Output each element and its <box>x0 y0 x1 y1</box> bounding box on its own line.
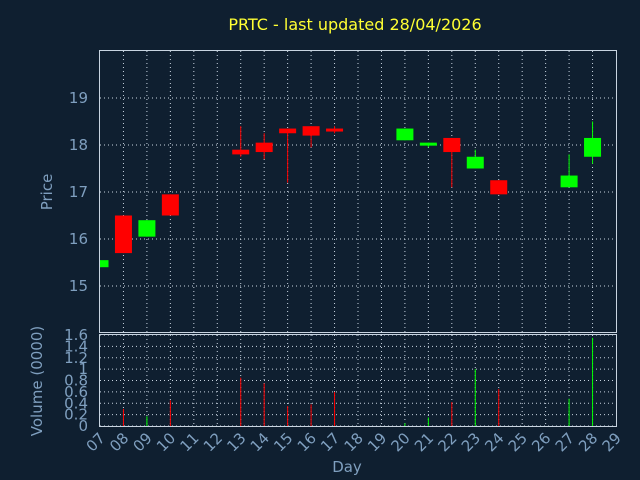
x-tick-label: 09 <box>130 429 156 455</box>
candle-body <box>560 175 578 188</box>
price-grid <box>100 51 616 333</box>
volume-bars <box>122 337 594 426</box>
x-tick-label: 16 <box>294 429 320 455</box>
candle-body <box>161 194 179 216</box>
volume-axis-label: Volume (0000) <box>28 326 46 436</box>
price-tick-label: 15 <box>69 277 88 295</box>
candle-body <box>490 180 508 195</box>
price-tick-label: 16 <box>69 230 88 248</box>
candle-body <box>443 137 461 153</box>
x-tick-label: 26 <box>528 429 554 455</box>
x-tick-label: 10 <box>153 429 179 455</box>
volume-tick-label: 1.4 <box>64 337 88 355</box>
x-tick-label: 29 <box>599 429 625 455</box>
x-tick-label: 23 <box>458 429 484 455</box>
chart-title: PRTC - last updated 28/04/2026 <box>228 15 481 34</box>
price-tick-label: 18 <box>69 136 88 154</box>
volume-tick-label: 1.2 <box>64 349 88 367</box>
candle-body <box>302 126 320 136</box>
x-tick-label: 12 <box>200 429 226 455</box>
x-tick-label: 21 <box>411 429 437 455</box>
candle-body <box>584 137 602 157</box>
volume-tick-label: 0 <box>78 417 88 435</box>
price-panel-frame <box>99 50 617 333</box>
x-tick-label: 19 <box>364 429 390 455</box>
candle-body <box>396 128 414 141</box>
volume-tick-label: 0.6 <box>64 383 88 401</box>
candle-body <box>255 142 273 153</box>
candles <box>99 121 602 268</box>
volume-y-axis: 00.20.40.60.811.21.41.6 <box>64 326 88 435</box>
x-tick-label: 13 <box>223 429 249 455</box>
x-tick-label: 22 <box>434 429 460 455</box>
price-y-axis: 15 16 17 18 19 <box>69 89 88 295</box>
x-tick-label: 25 <box>505 429 531 455</box>
candle-body <box>419 142 437 146</box>
x-tick-label: 18 <box>341 429 367 455</box>
x-axis: 0708091011121314151617181920212223242526… <box>83 429 625 455</box>
volume-tick-label: 0.8 <box>64 372 88 390</box>
x-tick-label: 17 <box>317 429 343 455</box>
price-tick-label: 19 <box>69 89 88 107</box>
x-tick-label: 11 <box>176 429 202 455</box>
candle-body <box>466 156 484 169</box>
candle-body <box>114 215 132 254</box>
price-axis-label: Price <box>38 174 56 211</box>
x-tick-label: 14 <box>247 429 273 455</box>
x-tick-label: 24 <box>481 429 507 455</box>
candle-body <box>232 149 250 155</box>
volume-panel-frame <box>99 334 617 427</box>
x-tick-label: 15 <box>270 429 296 455</box>
x-axis-label: Day <box>332 458 362 476</box>
x-tick-label: 08 <box>106 429 132 455</box>
volume-grid <box>100 334 616 427</box>
candle-body <box>138 220 156 237</box>
x-tick-label: 20 <box>388 429 414 455</box>
candle-body <box>279 128 297 134</box>
x-tick-label: 28 <box>575 429 601 455</box>
price-tick-label: 17 <box>69 183 88 201</box>
candle-body <box>326 128 344 132</box>
volume-tick-label: 1.6 <box>64 326 88 344</box>
x-tick-label: 27 <box>552 429 578 455</box>
volume-tick-label: 0.2 <box>64 406 88 424</box>
volume-tick-label: 1 <box>78 360 88 378</box>
volume-tick-label: 0.4 <box>64 394 88 412</box>
candle-body <box>100 260 109 268</box>
